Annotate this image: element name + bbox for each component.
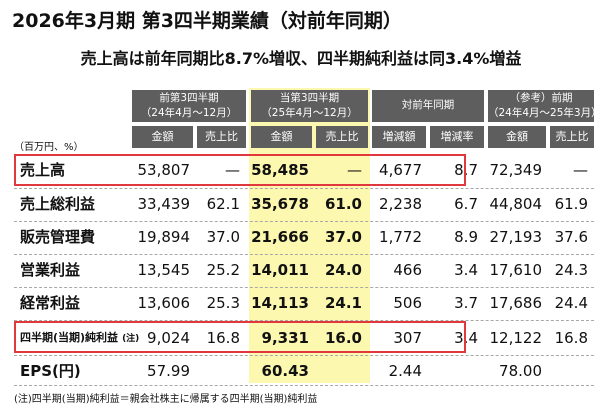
cell-curr-amount: 14,113 xyxy=(251,294,309,312)
cell-ref-ratio: 16.8 xyxy=(554,329,588,347)
cell-curr-ratio: 24.1 xyxy=(324,294,362,312)
cell-ref-ratio: 61.9 xyxy=(554,195,588,213)
cell-prev-ratio: — xyxy=(225,161,240,179)
footnote: (注)四半期(当期)純利益＝親会社株主に帰属する四半期(当期)純利益 xyxy=(14,394,318,405)
net-income-highlight-box xyxy=(14,321,466,353)
cell-curr-ratio: 16.0 xyxy=(324,329,362,347)
cell-change-amount: 2.44 xyxy=(388,362,422,380)
cell-curr-ratio: — xyxy=(347,161,362,179)
unit-label: （百万円、%） xyxy=(14,142,84,153)
cell-curr-ratio: 61.0 xyxy=(324,195,362,213)
cell-curr-amount: 60.43 xyxy=(261,362,309,380)
cell-prev-amount: 53,807 xyxy=(137,161,191,179)
cell-change-rate: 3.4 xyxy=(454,261,478,279)
row-divider xyxy=(14,221,594,222)
row-label-ordinary-profit: 経常利益 xyxy=(20,294,81,312)
row-label-operating-profit: 営業利益 xyxy=(20,261,81,279)
row-label-sga: 販売管理費 xyxy=(20,228,96,246)
cell-prev-ratio: 25.2 xyxy=(206,261,240,279)
header-ref: （参考）前期 （24年4月〜25年3月） xyxy=(488,90,602,122)
cell-ref-ratio: — xyxy=(573,161,588,179)
cell-change-rate: 3.7 xyxy=(454,294,478,312)
cell-curr-ratio: 24.0 xyxy=(324,261,362,279)
header-yoy: 対前年同期 xyxy=(372,90,484,122)
row-divider xyxy=(14,287,594,288)
cell-prev-amount: 13,545 xyxy=(137,261,191,279)
header-curr-ratio: 売上比 xyxy=(316,126,368,148)
page-title: 2026年3月期 第3四半期業績（対前年同期） xyxy=(12,10,402,32)
header-prev-q3: 前第3四半期 （24年4月〜12月） xyxy=(132,90,246,122)
cell-ref-ratio: 37.6 xyxy=(554,228,588,246)
cell-prev-amount: 13,606 xyxy=(137,294,191,312)
cell-ref-amount: 78.00 xyxy=(499,362,542,380)
cell-prev-amount: 19,894 xyxy=(137,228,191,246)
cell-change-amount: 506 xyxy=(393,294,422,312)
row-divider xyxy=(14,188,594,189)
cell-prev-ratio: 37.0 xyxy=(206,228,240,246)
header-curr-q3: 当第3四半期 （25年4月〜12月） xyxy=(251,90,368,122)
cell-prev-amount: 57.99 xyxy=(147,362,190,380)
header-change-rate: 増減率 xyxy=(430,126,484,148)
note-marker: (注) xyxy=(122,334,140,344)
cell-ref-amount: 27,193 xyxy=(489,228,543,246)
cell-prev-ratio: 16.8 xyxy=(206,329,240,347)
cell-change-amount: 2,238 xyxy=(379,195,422,213)
cell-change-amount: 4,677 xyxy=(379,161,422,179)
cell-ref-ratio: 24.4 xyxy=(554,294,588,312)
sales-highlight-box xyxy=(14,154,466,186)
cell-ref-amount: 44,804 xyxy=(489,195,543,213)
cell-prev-ratio: 62.1 xyxy=(206,195,240,213)
header-prev-amount: 金額 xyxy=(132,126,193,148)
header-ref-ratio: 売上比 xyxy=(550,126,594,148)
cell-change-rate: 6.7 xyxy=(454,195,478,213)
cell-curr-amount: 35,678 xyxy=(251,195,309,213)
cell-change-amount: 466 xyxy=(393,261,422,279)
cell-curr-amount: 58,485 xyxy=(251,161,309,179)
cell-curr-amount: 14,011 xyxy=(251,261,309,279)
cell-curr-ratio: 37.0 xyxy=(324,228,362,246)
cell-ref-ratio: 24.3 xyxy=(554,261,588,279)
cell-change-rate: 8.9 xyxy=(454,228,478,246)
row-label-gross-profit: 売上総利益 xyxy=(20,195,96,213)
cell-change-amount: 307 xyxy=(393,329,422,347)
row-label-sales: 売上高 xyxy=(20,161,66,179)
row-label-net-income: 四半期(当期)純利益 (注) xyxy=(20,331,140,344)
cell-ref-amount: 72,349 xyxy=(489,161,543,179)
cell-ref-amount: 17,686 xyxy=(489,294,543,312)
cell-curr-amount: 21,666 xyxy=(251,228,309,246)
cell-change-amount: 1,772 xyxy=(379,228,422,246)
header-prev-ratio: 売上比 xyxy=(197,126,246,148)
row-divider xyxy=(14,385,594,386)
cell-ref-amount: 12,122 xyxy=(489,329,543,347)
cell-curr-amount: 9,331 xyxy=(261,329,309,347)
header-change-amount: 増減額 xyxy=(372,126,426,148)
cell-change-rate: 8.7 xyxy=(454,161,478,179)
row-divider xyxy=(14,254,594,255)
header-curr-amount: 金額 xyxy=(251,126,312,148)
row-divider xyxy=(14,320,594,321)
row-label-eps: EPS(円) xyxy=(20,362,81,380)
cell-prev-amount: 33,439 xyxy=(137,195,191,213)
cell-prev-amount: 9,024 xyxy=(147,329,190,347)
cell-ref-amount: 17,610 xyxy=(489,261,543,279)
row-divider xyxy=(14,355,594,356)
cell-prev-ratio: 25.3 xyxy=(206,294,240,312)
page-subtitle: 売上高は前年同期比8.7%増収、四半期純利益は同3.4%増益 xyxy=(80,49,522,68)
cell-change-rate: 3.4 xyxy=(454,329,478,347)
header-ref-amount: 金額 xyxy=(488,126,546,148)
